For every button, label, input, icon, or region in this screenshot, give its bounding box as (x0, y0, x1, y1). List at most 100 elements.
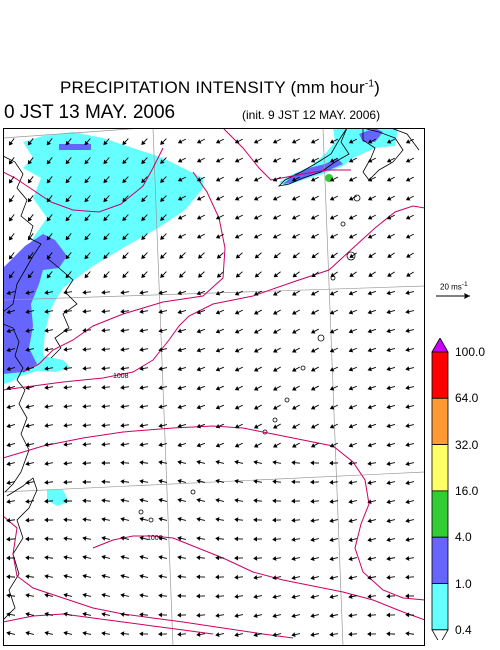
wind-vector-head (158, 404, 163, 410)
wind-vector-head (177, 593, 182, 599)
wind-vector-head (234, 310, 240, 315)
wind-vector-head (329, 537, 334, 543)
wind-vector-head (177, 347, 182, 353)
wind-vector-head (310, 386, 316, 391)
wind-vector-head (349, 272, 354, 277)
wind-vector-head (253, 613, 258, 619)
wind-vector-head (291, 460, 296, 466)
wind-vector-head (234, 329, 240, 334)
wind-vector-head (253, 158, 259, 163)
isobar-label-1008: 1008 (113, 373, 129, 380)
wind-vector-head (291, 234, 297, 239)
wind-vector-head (329, 405, 335, 410)
wind-vector-head (65, 254, 70, 260)
wind-vector-head (348, 518, 353, 524)
wind-vector-head (120, 385, 125, 390)
wind-vector-head (158, 574, 163, 579)
wind-vector-head (196, 215, 202, 220)
wind-vector-head (348, 537, 353, 543)
wind-vector-head (196, 158, 202, 163)
wind-vector-head (215, 347, 221, 353)
wind-vector-head (101, 498, 106, 504)
wind-vector-head (329, 310, 335, 315)
wind-vector-head (386, 518, 391, 524)
wind-vector-head (215, 366, 221, 372)
wind-vector-head (82, 536, 87, 541)
wind-vector-head (329, 234, 335, 239)
wind-vector-head (44, 461, 49, 466)
wind-vector-head (179, 273, 184, 278)
wind-vector-head (101, 554, 106, 560)
wind-vector-head (291, 537, 296, 542)
wind-vector-head (272, 556, 277, 561)
wind-vector-head (139, 423, 144, 428)
wind-vector-head (215, 593, 220, 599)
wind-vector-head (25, 498, 30, 504)
wind-vector-head (386, 347, 391, 353)
wind-vector-head (44, 498, 49, 504)
wind-vector-head (215, 632, 220, 637)
wind-vector-head (158, 612, 163, 618)
wind-vector-head (405, 574, 410, 580)
wind-vector-head (120, 404, 125, 409)
wind-vector-head (177, 516, 182, 522)
wind-vector-head (82, 365, 87, 371)
wind-vector-head (329, 215, 335, 220)
wind-vector-head (348, 385, 354, 391)
wind-vector-head (196, 423, 202, 429)
wind-vector-head (158, 535, 163, 541)
wind-vector-head (177, 328, 182, 334)
wind-vector-head (234, 613, 239, 618)
wind-vector-head (8, 235, 14, 241)
wind-vector-head (63, 290, 68, 295)
wind-vector-head (196, 177, 202, 182)
wind-vector-head (120, 366, 125, 371)
wind-vector-head (234, 479, 239, 484)
wind-vector-head (310, 367, 316, 372)
wind-vector-head (386, 499, 391, 505)
wind-vector-head (253, 139, 259, 144)
wind-vector-head (348, 613, 353, 618)
wind-vector-head (103, 216, 108, 222)
wind-vector-head (215, 517, 220, 522)
wind-vector-head (65, 273, 70, 279)
wind-vector-head (63, 328, 68, 333)
wind-vector-head (292, 253, 298, 259)
wind-vector-head (253, 424, 259, 429)
wind-vector-head (292, 291, 297, 296)
wind-vector-head (330, 272, 335, 278)
wind-vector-head (84, 216, 89, 222)
wind-vector-head (120, 554, 125, 560)
wind-vector-head (25, 385, 30, 391)
wind-vector-head (310, 139, 316, 144)
wind-vector-head (405, 593, 410, 599)
wind-vector-head (139, 631, 144, 637)
colorbar-label: 16.0 (455, 483, 479, 498)
wind-vector-head (291, 632, 296, 638)
wind-vector-head (235, 254, 241, 259)
wind-vector-head (253, 460, 258, 465)
wind-vector-head (367, 480, 372, 485)
wind-vector-head (141, 140, 146, 145)
wind-vector-head (141, 273, 146, 278)
wind-vector-head (63, 460, 68, 466)
scale-unit-exponent: -1 (461, 281, 468, 288)
wind-vector-head (120, 479, 125, 485)
wind-vector-head (368, 272, 373, 277)
wind-vector-head (103, 197, 108, 203)
wind-vector-head (310, 613, 315, 619)
wind-vector-head (196, 497, 201, 503)
wind-vector-head (8, 216, 14, 222)
vector-scale (436, 293, 470, 299)
wind-vector-head (63, 573, 68, 579)
wind-vector-head (103, 140, 108, 146)
wind-vector-head (348, 423, 354, 429)
wind-vector-head (292, 272, 298, 278)
wind-vector-head (139, 366, 144, 371)
wind-vector-head (101, 422, 106, 428)
wind-vector-head (103, 178, 108, 184)
wind-vector-head (65, 140, 70, 146)
wind-vector-head (6, 290, 11, 296)
colorbar-segment (431, 536, 449, 584)
wind-vector-head (6, 612, 11, 617)
